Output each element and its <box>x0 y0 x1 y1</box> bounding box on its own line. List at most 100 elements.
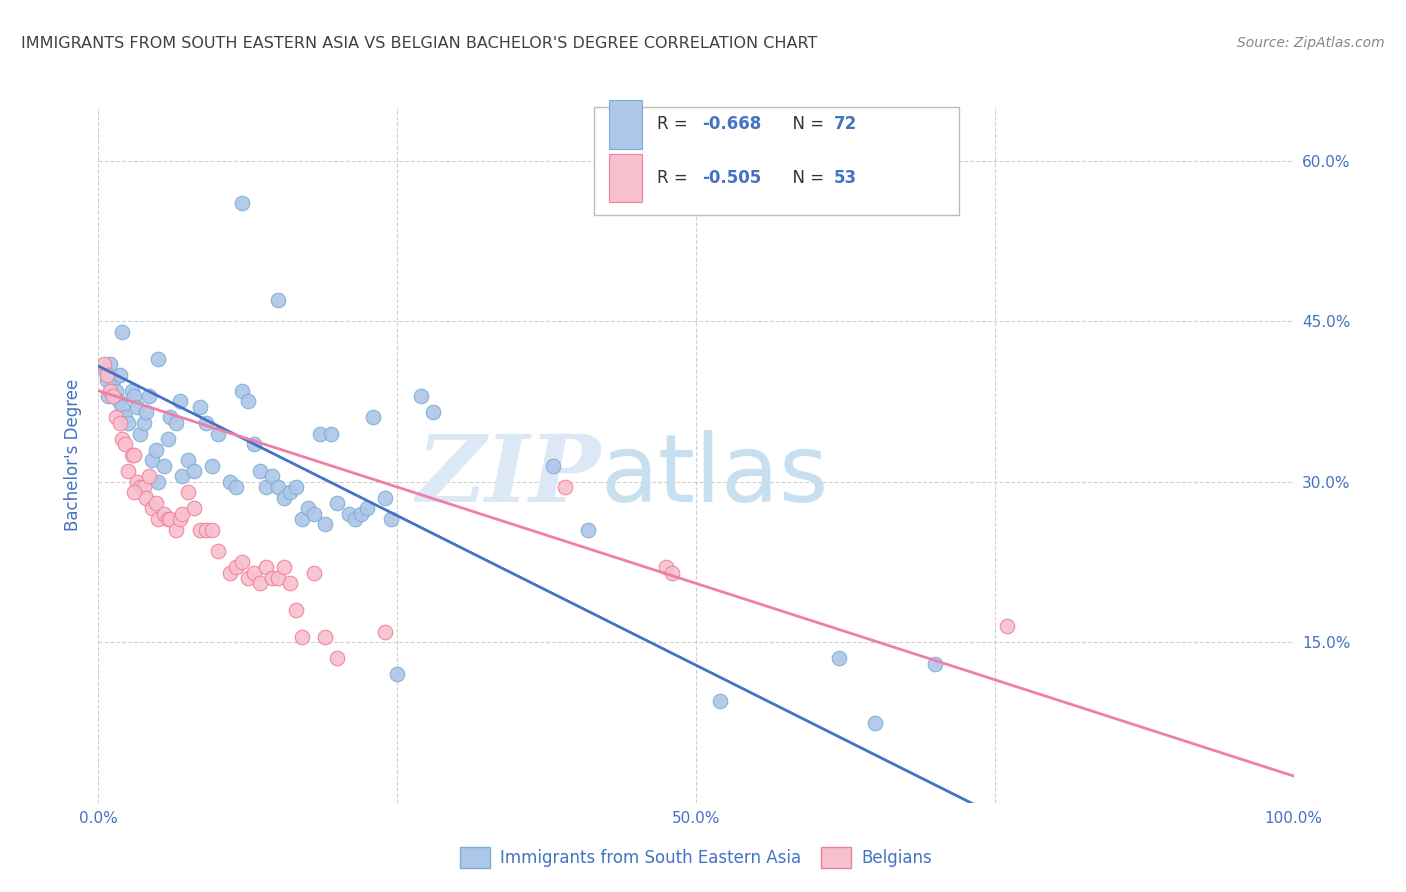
Point <box>156 512 179 526</box>
Text: -0.668: -0.668 <box>702 115 761 134</box>
Point <box>165 416 187 430</box>
Point <box>260 571 283 585</box>
Point <box>201 523 224 537</box>
Point <box>195 523 218 537</box>
Point <box>135 491 157 505</box>
Point <box>661 566 683 580</box>
Point <box>385 667 409 681</box>
Point <box>291 630 314 644</box>
Point <box>541 458 564 473</box>
Point <box>107 394 129 409</box>
Point <box>326 496 349 510</box>
Point <box>121 448 143 462</box>
Point <box>188 400 211 414</box>
Text: N =: N = <box>782 169 830 187</box>
Point <box>302 507 325 521</box>
Bar <box>609 153 643 202</box>
Point <box>117 416 139 430</box>
Point <box>411 389 433 403</box>
Point <box>111 325 134 339</box>
Text: 53: 53 <box>834 169 856 187</box>
Point <box>655 560 678 574</box>
Point <box>422 405 444 419</box>
Point <box>374 624 396 639</box>
Point <box>284 603 307 617</box>
Point <box>145 442 167 457</box>
Point <box>308 426 330 441</box>
Point <box>132 480 155 494</box>
Point <box>236 571 259 585</box>
Point <box>135 405 157 419</box>
Point <box>183 501 205 516</box>
Point <box>183 464 205 478</box>
Point <box>195 416 218 430</box>
Point <box>326 651 349 665</box>
Point <box>124 389 146 403</box>
Point <box>148 351 170 366</box>
Point <box>828 651 851 665</box>
FancyBboxPatch shape <box>595 107 959 215</box>
Point <box>363 410 385 425</box>
Point <box>114 437 136 451</box>
Point <box>96 373 118 387</box>
Point <box>267 480 290 494</box>
Point <box>380 512 402 526</box>
Point <box>995 619 1018 633</box>
Point <box>260 469 283 483</box>
Point <box>121 384 143 398</box>
Point <box>356 501 378 516</box>
Point <box>108 416 131 430</box>
Point <box>148 512 170 526</box>
Point <box>315 517 337 532</box>
Point <box>254 560 277 574</box>
Point <box>924 657 946 671</box>
Point <box>231 196 253 211</box>
Point <box>225 480 247 494</box>
Point <box>344 512 367 526</box>
Point <box>108 368 131 382</box>
Point <box>117 464 139 478</box>
Point <box>138 389 160 403</box>
Text: R =: R = <box>657 169 693 187</box>
Point <box>291 512 314 526</box>
Point <box>138 469 160 483</box>
Point <box>125 400 148 414</box>
Point <box>709 694 731 708</box>
Point <box>98 357 122 371</box>
Text: Source: ZipAtlas.com: Source: ZipAtlas.com <box>1237 36 1385 50</box>
Point <box>141 501 163 516</box>
Point <box>156 432 179 446</box>
Point <box>231 555 253 569</box>
Point <box>302 566 325 580</box>
Text: atlas: atlas <box>600 430 828 522</box>
Point <box>249 576 271 591</box>
Point <box>141 453 163 467</box>
Point <box>111 400 134 414</box>
Point <box>145 496 167 510</box>
Point <box>374 491 396 505</box>
Point <box>124 448 146 462</box>
Text: -0.505: -0.505 <box>702 169 761 187</box>
Point <box>129 480 152 494</box>
Point <box>243 437 266 451</box>
Point <box>278 576 301 591</box>
Point <box>207 426 229 441</box>
Point <box>165 523 187 537</box>
Text: ZIP: ZIP <box>416 431 600 521</box>
Point <box>132 416 155 430</box>
Point <box>105 410 128 425</box>
Point <box>350 507 373 521</box>
Point <box>231 384 253 398</box>
Point <box>219 475 242 489</box>
Point <box>177 453 200 467</box>
Point <box>297 501 319 516</box>
Point <box>93 357 115 371</box>
Point <box>254 480 277 494</box>
Point <box>273 560 295 574</box>
Point <box>159 410 181 425</box>
Point <box>249 464 271 478</box>
Point <box>284 480 307 494</box>
Text: N =: N = <box>782 115 830 134</box>
Text: R =: R = <box>657 115 693 134</box>
Point <box>169 512 191 526</box>
